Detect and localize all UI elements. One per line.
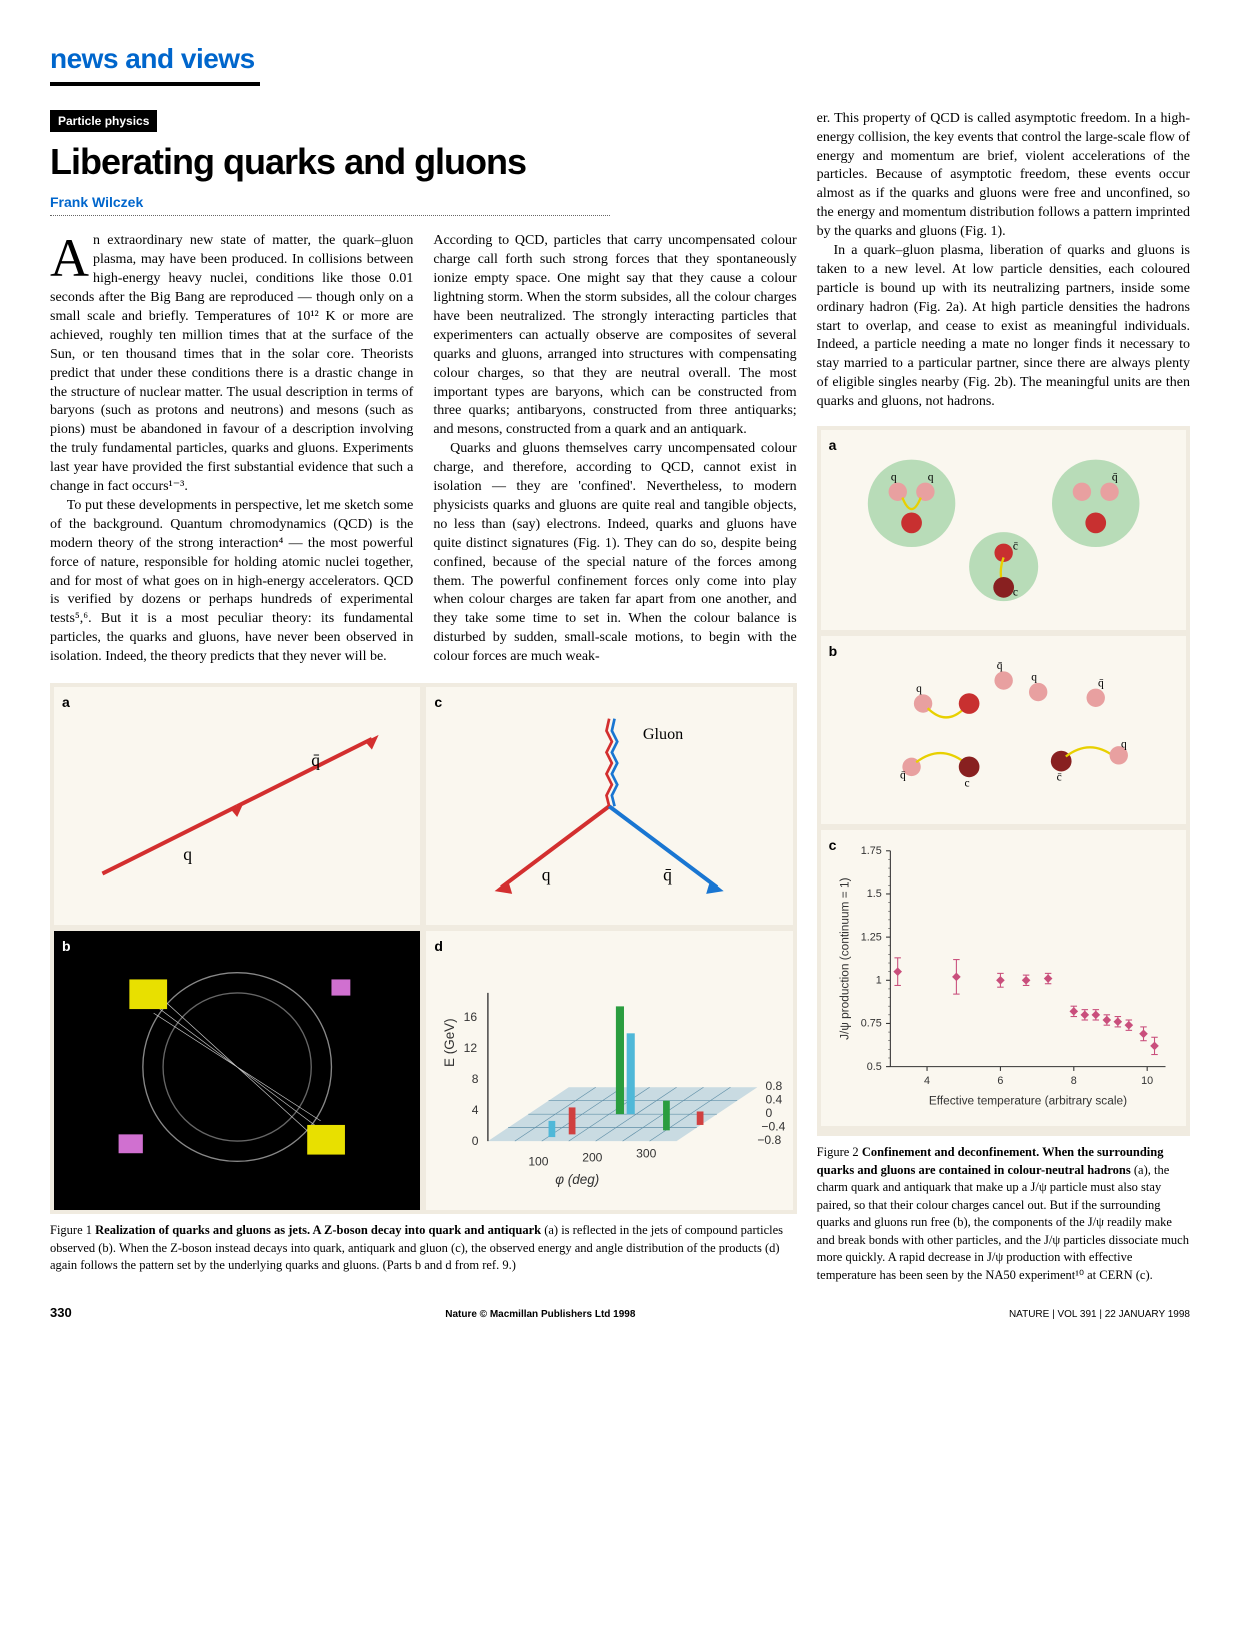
copyright: Nature © Macmillan Publishers Ltd 1998: [445, 1308, 635, 1322]
svg-text:c̄: c̄: [1056, 771, 1061, 783]
body-column-1: An extraordinary new state of matter, th…: [50, 232, 413, 666]
svg-text:c: c: [964, 777, 969, 789]
figure-1d: d: [426, 931, 792, 1210]
figure-2c: c 0.5 0.75 1 1.25 1.5 1.75 4 6 8 10 Effective temp…: [821, 830, 1186, 1127]
svg-text:q̄: q̄: [900, 769, 906, 781]
svg-text:q: q: [927, 471, 933, 483]
svg-text:8: 8: [1070, 1075, 1076, 1087]
svg-text:q: q: [891, 471, 897, 483]
para-3: According to QCD, particles that carry u…: [433, 232, 796, 440]
svg-text:12: 12: [464, 1042, 478, 1056]
svg-text:0: 0: [472, 1135, 479, 1149]
para-6: In a quark–gluon plasma, liberation of q…: [817, 242, 1190, 412]
figure-2a: a q q q̄ c̄ c: [821, 430, 1186, 630]
svg-text:1.5: 1.5: [866, 888, 881, 900]
svg-text:−0.8: −0.8: [758, 1133, 782, 1147]
svg-text:q: q: [916, 683, 922, 695]
figure-1a: a q q̄: [54, 687, 420, 925]
svg-text:q: q: [542, 864, 551, 884]
page-number: 330: [50, 1304, 72, 1322]
section-header: news and views: [50, 40, 1190, 78]
svg-text:q̄: q̄: [1098, 677, 1104, 689]
fig2c-label: c: [829, 836, 837, 855]
body-column-2: According to QCD, particles that carry u…: [433, 232, 796, 666]
fig1d-label: d: [434, 937, 443, 956]
svg-text:0.75: 0.75: [860, 1017, 881, 1029]
figure-2: a q q q̄ c̄ c: [817, 426, 1190, 1136]
svg-text:Gluon: Gluon: [643, 726, 683, 743]
svg-text:8: 8: [472, 1073, 479, 1087]
svg-text:q: q: [1121, 738, 1127, 750]
svg-text:200: 200: [583, 1151, 603, 1165]
svg-text:0.8: 0.8: [766, 1079, 783, 1093]
fig1c-label: c: [434, 693, 442, 712]
svg-text:0: 0: [766, 1106, 773, 1120]
svg-text:100: 100: [529, 1155, 549, 1169]
author-rule: [50, 215, 610, 216]
svg-text:1: 1: [875, 974, 881, 986]
svg-text:300: 300: [636, 1147, 656, 1161]
svg-text:c̄: c̄: [1013, 540, 1018, 552]
figure-2b: b q q q̄ q̄ q̄ c c̄ q: [821, 636, 1186, 824]
svg-text:0.4: 0.4: [766, 1093, 783, 1107]
svg-text:q̄: q̄: [311, 750, 320, 770]
svg-text:q: q: [1031, 671, 1037, 683]
body-column-3: er. This property of QCD is called asymp…: [817, 110, 1190, 412]
svg-text:q: q: [183, 844, 192, 864]
svg-text:−0.4: −0.4: [762, 1120, 785, 1134]
figure-2-caption: Figure 2 Confinement and deconfinement. …: [817, 1144, 1190, 1284]
svg-text:4: 4: [924, 1075, 930, 1087]
figure-1-caption: Figure 1 Realization of quarks and gluon…: [50, 1222, 797, 1275]
figure-1: a q q̄ c: [50, 683, 797, 1214]
svg-text:0.5: 0.5: [866, 1060, 881, 1072]
section-rule: [50, 82, 260, 86]
svg-text:16: 16: [464, 1011, 478, 1025]
para-2: To put these developments in perspective…: [50, 497, 413, 667]
para-1: n extraordinary new state of matter, the…: [50, 233, 413, 494]
journal-info: NATURE | VOL 391 | 22 JANUARY 1998: [1009, 1308, 1190, 1322]
para-5: er. This property of QCD is called asymp…: [817, 110, 1190, 242]
svg-text:10: 10: [1141, 1075, 1153, 1087]
fig2a-label: a: [829, 436, 837, 455]
article-category: Particle physics: [50, 110, 157, 132]
fig2b-label: b: [829, 642, 838, 661]
svg-text:q̄: q̄: [663, 864, 672, 884]
svg-text:φ (deg): φ (deg): [556, 1173, 600, 1188]
svg-text:q̄: q̄: [1112, 471, 1118, 483]
svg-text:q̄: q̄: [996, 660, 1002, 672]
svg-text:Effective temperature (arbitra: Effective temperature (arbitrary scale): [929, 1093, 1127, 1107]
svg-text:J/ψ production (continuum = 1): J/ψ production (continuum = 1): [837, 877, 851, 1039]
figure-1c: c q q̄ Gluon: [426, 687, 792, 925]
svg-text:E (GeV): E (GeV): [443, 1019, 458, 1068]
figure-1b: b: [54, 931, 420, 1210]
article-author: Frank Wilczek: [50, 193, 610, 212]
svg-text:c: c: [1013, 586, 1018, 598]
svg-text:4: 4: [472, 1104, 479, 1118]
article-title: Liberating quarks and gluons: [50, 138, 610, 187]
page-footer: 330 Nature © Macmillan Publishers Ltd 19…: [50, 1304, 1190, 1322]
svg-text:6: 6: [997, 1075, 1003, 1087]
fig1b-label: b: [62, 937, 71, 956]
fig1a-label: a: [62, 693, 70, 712]
svg-text:1.75: 1.75: [860, 845, 881, 857]
para-4: Quarks and gluons themselves carry uncom…: [433, 440, 796, 667]
svg-text:1.25: 1.25: [860, 931, 881, 943]
